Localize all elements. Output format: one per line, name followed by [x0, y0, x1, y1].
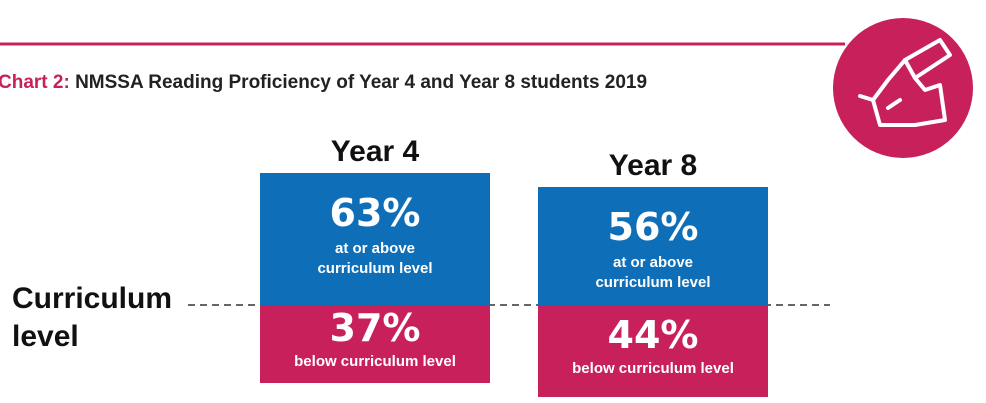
baseline-label: Curriculum level — [12, 282, 173, 353]
segment-label: below curriculum level — [294, 352, 456, 370]
bar-segment: 37% below curriculum level — [260, 305, 490, 383]
bar-segment: 44% below curriculum level — [538, 305, 768, 398]
value-label: 56% — [607, 205, 699, 250]
value-label: 37% — [329, 305, 421, 350]
bar-segment: 63% at or above curriculum level — [260, 172, 490, 305]
value-label: 44% — [607, 313, 699, 358]
writing-hand-icon — [858, 38, 952, 127]
segment-label: below curriculum level — [572, 360, 734, 378]
chart-title: NMSSA Reading Proficiency of Year 4 and … — [75, 72, 648, 93]
chart-number: Chart 2: — [0, 72, 70, 93]
icon-circle — [833, 18, 973, 158]
segment-label: at or above curriculum level — [317, 239, 433, 277]
category-label: Year 8 — [608, 149, 698, 183]
value-label: 63% — [329, 190, 421, 235]
bar-segment: 56% at or above curriculum level — [538, 187, 768, 305]
category-label: Year 4 — [330, 134, 420, 168]
segment-label: at or above curriculum level — [595, 254, 711, 292]
title-block: Chart 2: NMSSA Reading Proficiency of Ye… — [0, 72, 647, 94]
